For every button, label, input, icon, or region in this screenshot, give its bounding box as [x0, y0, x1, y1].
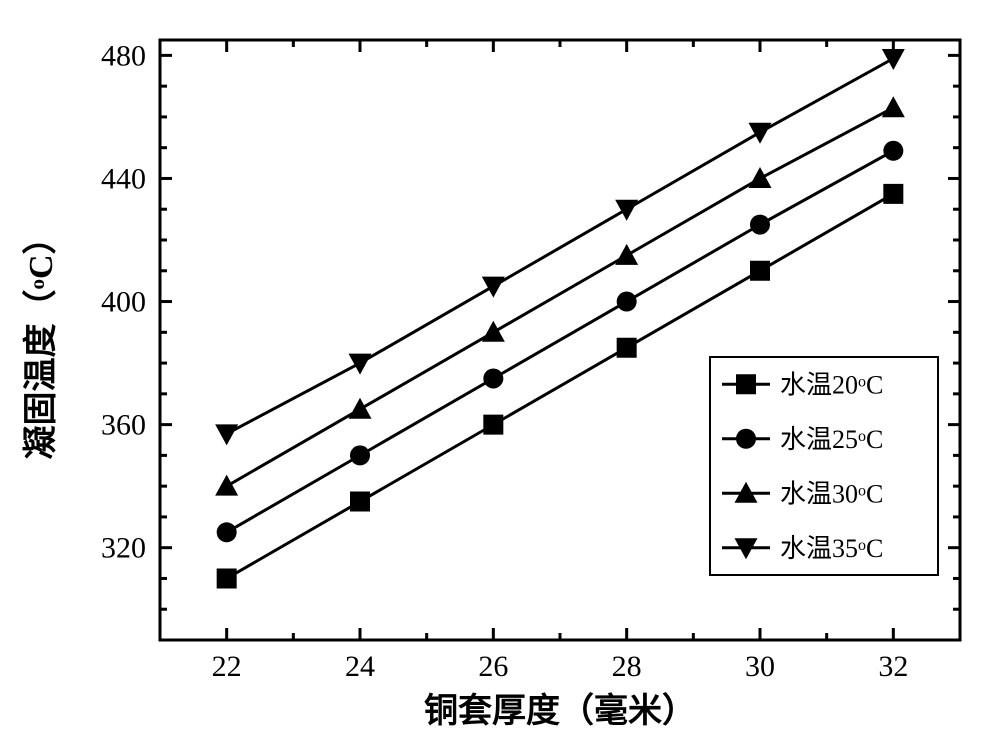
y-axis-label: 凝固温度（oC）: [21, 220, 60, 459]
series-marker: [617, 338, 637, 358]
y-tick-label: 360: [101, 409, 146, 442]
series-marker: [750, 261, 770, 281]
legend-label: 水温35oC: [780, 534, 883, 563]
series-marker: [483, 368, 503, 388]
chart-container: { "chart": { "type": "line+markers", "ba…: [0, 0, 1000, 755]
series-marker: [217, 568, 237, 588]
series-marker: [217, 522, 237, 542]
series-marker: [350, 492, 370, 512]
series-marker: [483, 415, 503, 435]
legend-label: 水温20oC: [780, 370, 883, 399]
series-marker: [750, 215, 770, 235]
x-tick-label: 26: [478, 650, 508, 683]
legend-label: 水温30oC: [780, 479, 883, 508]
y-tick-label: 320: [101, 532, 146, 565]
line-chart: 22 24 26 28 30 32 320 360 400 440 480 铜套厚度（毫米） 凝固温度（…: [0, 0, 1000, 755]
y-tick-label: 400: [101, 286, 146, 319]
x-tick-label: 30: [745, 650, 775, 683]
legend-label: 水温25oC: [780, 425, 883, 454]
series-marker: [617, 292, 637, 312]
x-tick-label: 24: [345, 650, 375, 683]
x-axis-label: 铜套厚度（毫米）: [424, 691, 696, 730]
series-marker: [883, 141, 903, 161]
series-marker: [350, 445, 370, 465]
y-tick-label: 440: [101, 162, 146, 195]
series-marker: [883, 184, 903, 204]
y-tick-label: 480: [101, 39, 146, 72]
x-tick-label: 28: [612, 650, 642, 683]
x-tick-label: 22: [212, 650, 242, 683]
x-tick-label: 32: [878, 650, 908, 683]
